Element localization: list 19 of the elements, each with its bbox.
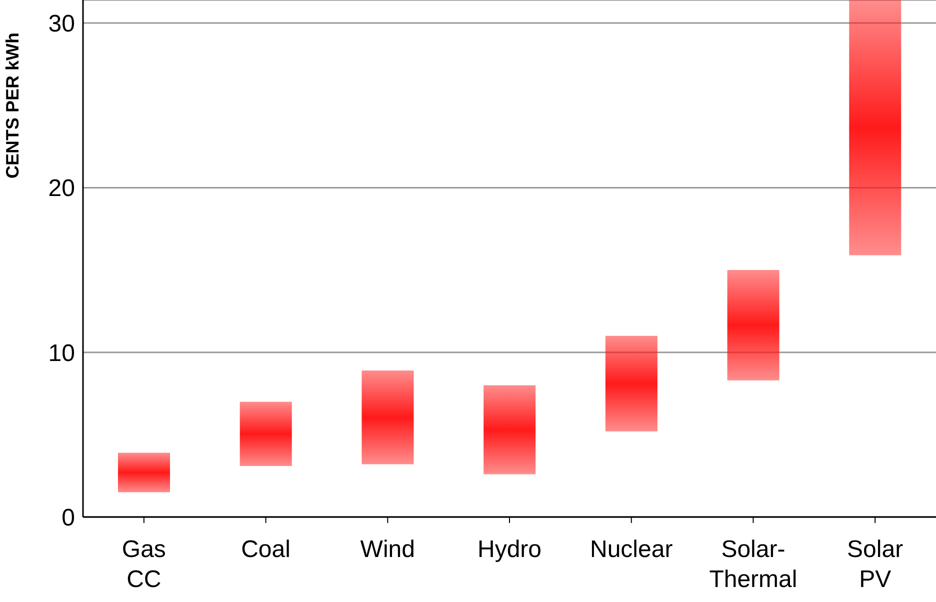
bar	[240, 402, 292, 466]
y-tick-label: 10	[48, 340, 75, 367]
bar	[849, 0, 902, 256]
bar	[484, 385, 536, 474]
x-tick-label: Solar-Thermal	[709, 536, 798, 593]
x-tick-label: Gas CC	[122, 536, 166, 593]
y-tick-label: 30	[48, 10, 75, 38]
bar	[118, 452, 170, 492]
x-tick-label: Wind	[360, 536, 415, 563]
x-tick-label: Nuclear	[590, 536, 673, 563]
bar	[727, 270, 780, 380]
x-tick-label: Coal	[241, 536, 290, 563]
y-tick-label: 0	[62, 504, 75, 532]
x-tick-label: Solar PV	[847, 536, 904, 593]
bar	[605, 336, 658, 432]
y-tick-label: 20	[48, 175, 75, 202]
x-tick-label: Hydro	[477, 536, 542, 563]
y-axis-title: CENTS PER kWh	[2, 32, 22, 178]
bar	[362, 370, 414, 464]
